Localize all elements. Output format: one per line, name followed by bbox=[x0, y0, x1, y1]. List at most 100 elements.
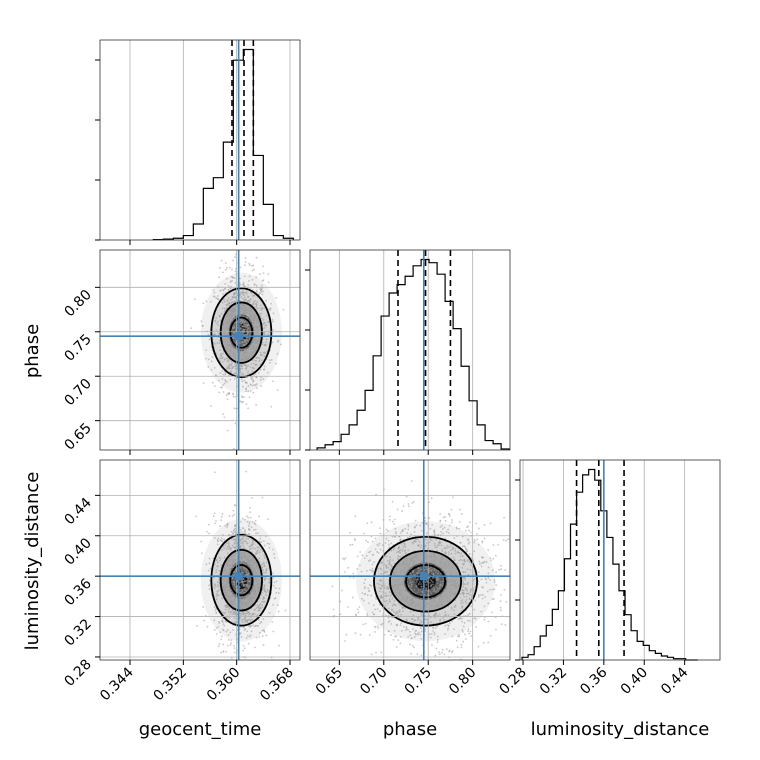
scatter-point bbox=[244, 580, 247, 583]
scatter-point bbox=[233, 316, 236, 319]
scatter-point bbox=[397, 586, 399, 589]
scatter-point bbox=[254, 604, 257, 606]
scatter-point bbox=[433, 553, 436, 556]
scatter-point bbox=[409, 643, 411, 646]
scatter-point bbox=[219, 349, 222, 352]
scatter-point bbox=[245, 537, 248, 540]
scatter-point bbox=[478, 560, 481, 563]
scatter-point bbox=[213, 629, 216, 631]
scatter-point bbox=[444, 590, 447, 592]
scatter-point bbox=[272, 548, 275, 551]
scatter-point bbox=[252, 558, 255, 560]
scatter-point bbox=[465, 598, 468, 601]
scatter-point bbox=[390, 634, 392, 637]
scatter-point bbox=[375, 597, 378, 600]
scatter-point bbox=[261, 604, 264, 606]
scatter-point bbox=[223, 579, 226, 582]
scatter-point bbox=[419, 633, 422, 636]
scatter-point bbox=[442, 555, 444, 558]
scatter-point bbox=[220, 635, 223, 638]
scatter-point bbox=[373, 561, 376, 564]
scatter-point bbox=[419, 619, 422, 622]
scatter-point bbox=[227, 312, 229, 315]
scatter-point bbox=[372, 604, 375, 607]
scatter-point bbox=[266, 542, 269, 545]
scatter-point bbox=[474, 599, 477, 602]
scatter-point bbox=[465, 592, 468, 595]
scatter-point bbox=[242, 532, 245, 535]
scatter-point bbox=[227, 611, 230, 613]
scatter-point bbox=[415, 578, 418, 581]
scatter-point bbox=[439, 619, 442, 622]
scatter-point bbox=[414, 630, 417, 632]
scatter-point bbox=[487, 620, 490, 623]
y-tick-label-luminosity-distance: 0.28 bbox=[61, 656, 94, 689]
scatter-point bbox=[248, 353, 251, 355]
scatter-point bbox=[428, 517, 431, 519]
scatter-point bbox=[399, 572, 402, 574]
scatter-point bbox=[190, 327, 193, 330]
scatter-point bbox=[223, 310, 226, 312]
scatter-point bbox=[252, 391, 255, 394]
scatter-point bbox=[221, 355, 224, 358]
scatter-point bbox=[420, 637, 423, 640]
scatter-point bbox=[271, 621, 274, 623]
scatter-point bbox=[239, 313, 242, 316]
scatter-point bbox=[258, 631, 261, 634]
scatter-point bbox=[215, 568, 218, 571]
scatter-point bbox=[249, 291, 252, 294]
scatter-point bbox=[478, 563, 481, 565]
scatter-point bbox=[228, 320, 231, 323]
scatter-point bbox=[230, 538, 233, 540]
scatter-point bbox=[445, 530, 448, 533]
scatter-point bbox=[380, 623, 383, 626]
scatter-point bbox=[406, 601, 409, 604]
scatter-point bbox=[484, 577, 487, 579]
scatter-point bbox=[431, 587, 434, 590]
scatter-point bbox=[460, 599, 463, 602]
scatter-point bbox=[225, 336, 228, 339]
scatter-point bbox=[247, 602, 249, 605]
scatter-point bbox=[247, 370, 249, 373]
scatter-point bbox=[378, 542, 381, 545]
scatter-point bbox=[248, 559, 250, 562]
scatter-point bbox=[412, 563, 415, 565]
scatter-point bbox=[358, 564, 361, 567]
scatter-point bbox=[504, 569, 506, 571]
scatter-point bbox=[225, 605, 228, 608]
scatter-point bbox=[252, 317, 255, 320]
scatter-point bbox=[464, 583, 466, 586]
scatter-point bbox=[228, 322, 231, 325]
scatter-point bbox=[233, 326, 236, 329]
scatter-point bbox=[437, 565, 439, 567]
scatter-point bbox=[222, 322, 225, 325]
scatter-point bbox=[420, 627, 422, 630]
scatter-point bbox=[392, 603, 395, 606]
scatter-point bbox=[252, 313, 255, 316]
scatter-point bbox=[248, 264, 251, 266]
scatter-point bbox=[243, 354, 246, 357]
scatter-point bbox=[241, 542, 244, 545]
scatter-point bbox=[411, 644, 414, 647]
scatter-point bbox=[410, 602, 413, 605]
scatter-point bbox=[466, 525, 469, 528]
scatter-point bbox=[467, 628, 470, 631]
scatter-point bbox=[252, 567, 255, 569]
scatter-point bbox=[418, 569, 421, 572]
scatter-point bbox=[259, 363, 262, 366]
scatter-point bbox=[210, 360, 213, 363]
scatter-point bbox=[394, 604, 397, 606]
scatter-point bbox=[416, 572, 419, 575]
scatter-point bbox=[254, 300, 256, 302]
scatter-point bbox=[431, 644, 433, 646]
scatter-point bbox=[244, 324, 247, 327]
scatter-point bbox=[420, 583, 422, 585]
scatter-point bbox=[258, 604, 261, 607]
scatter-point bbox=[239, 531, 241, 534]
scatter-point bbox=[400, 532, 402, 534]
scatter-point bbox=[462, 601, 465, 604]
scatter-point bbox=[241, 353, 244, 356]
scatter-point bbox=[425, 532, 428, 535]
scatter-point bbox=[232, 354, 235, 357]
scatter-point bbox=[453, 537, 456, 540]
